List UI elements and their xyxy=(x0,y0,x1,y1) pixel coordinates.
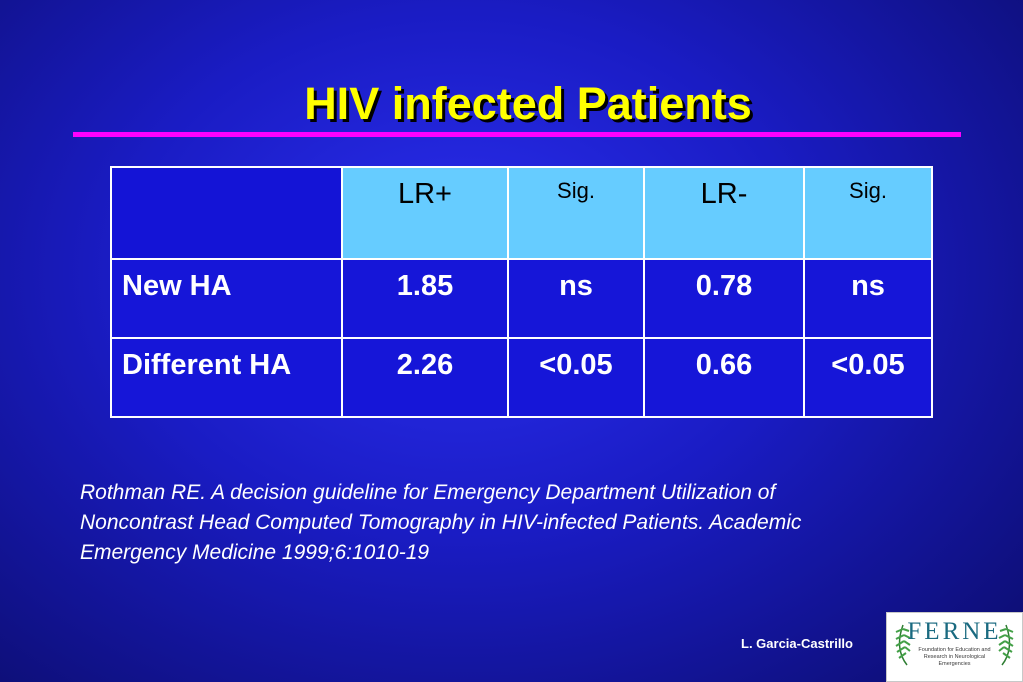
header-cell-lr-minus: LR- xyxy=(643,166,805,260)
table-header-row: LR+ Sig. LR- Sig. xyxy=(110,166,933,260)
citation-text: Rothman RE. A decision guideline for Eme… xyxy=(80,481,802,564)
row-label: New HA xyxy=(110,258,343,339)
logo-wordmark: FERNE xyxy=(907,618,1002,645)
logo-tagline: Foundation for Education and Research in… xyxy=(918,647,991,667)
header-cell-empty xyxy=(110,166,343,260)
header-cell-lr-plus: LR+ xyxy=(341,166,509,260)
cell-sig-2: <0.05 xyxy=(803,337,933,418)
cell-sig-1: ns xyxy=(507,258,645,339)
leaf-icon xyxy=(895,624,911,666)
ferne-logo: FERNE Foundation for Education and Resea… xyxy=(886,612,1023,682)
row-label: Different HA xyxy=(110,337,343,418)
title-underline xyxy=(73,132,961,137)
results-table: LR+ Sig. LR- Sig. New HA 1.85 ns 0.78 ns… xyxy=(110,166,933,418)
author-credit: L. Garcia-Castrillo xyxy=(741,636,853,651)
cell-sig-1: <0.05 xyxy=(507,337,645,418)
cell-lr-plus: 2.26 xyxy=(341,337,509,418)
header-cell-sig-2: Sig. xyxy=(803,166,933,260)
cell-lr-plus: 1.85 xyxy=(341,258,509,339)
cell-lr-minus: 0.66 xyxy=(643,337,805,418)
header-cell-sig-1: Sig. xyxy=(507,166,645,260)
slide-title: HIV infected Patients xyxy=(304,78,752,129)
leaf-icon xyxy=(998,624,1014,666)
cell-lr-minus: 0.78 xyxy=(643,258,805,339)
table-row: New HA 1.85 ns 0.78 ns xyxy=(110,258,933,339)
cell-sig-2: ns xyxy=(803,258,933,339)
table-row: Different HA 2.26 <0.05 0.66 <0.05 xyxy=(110,337,933,418)
